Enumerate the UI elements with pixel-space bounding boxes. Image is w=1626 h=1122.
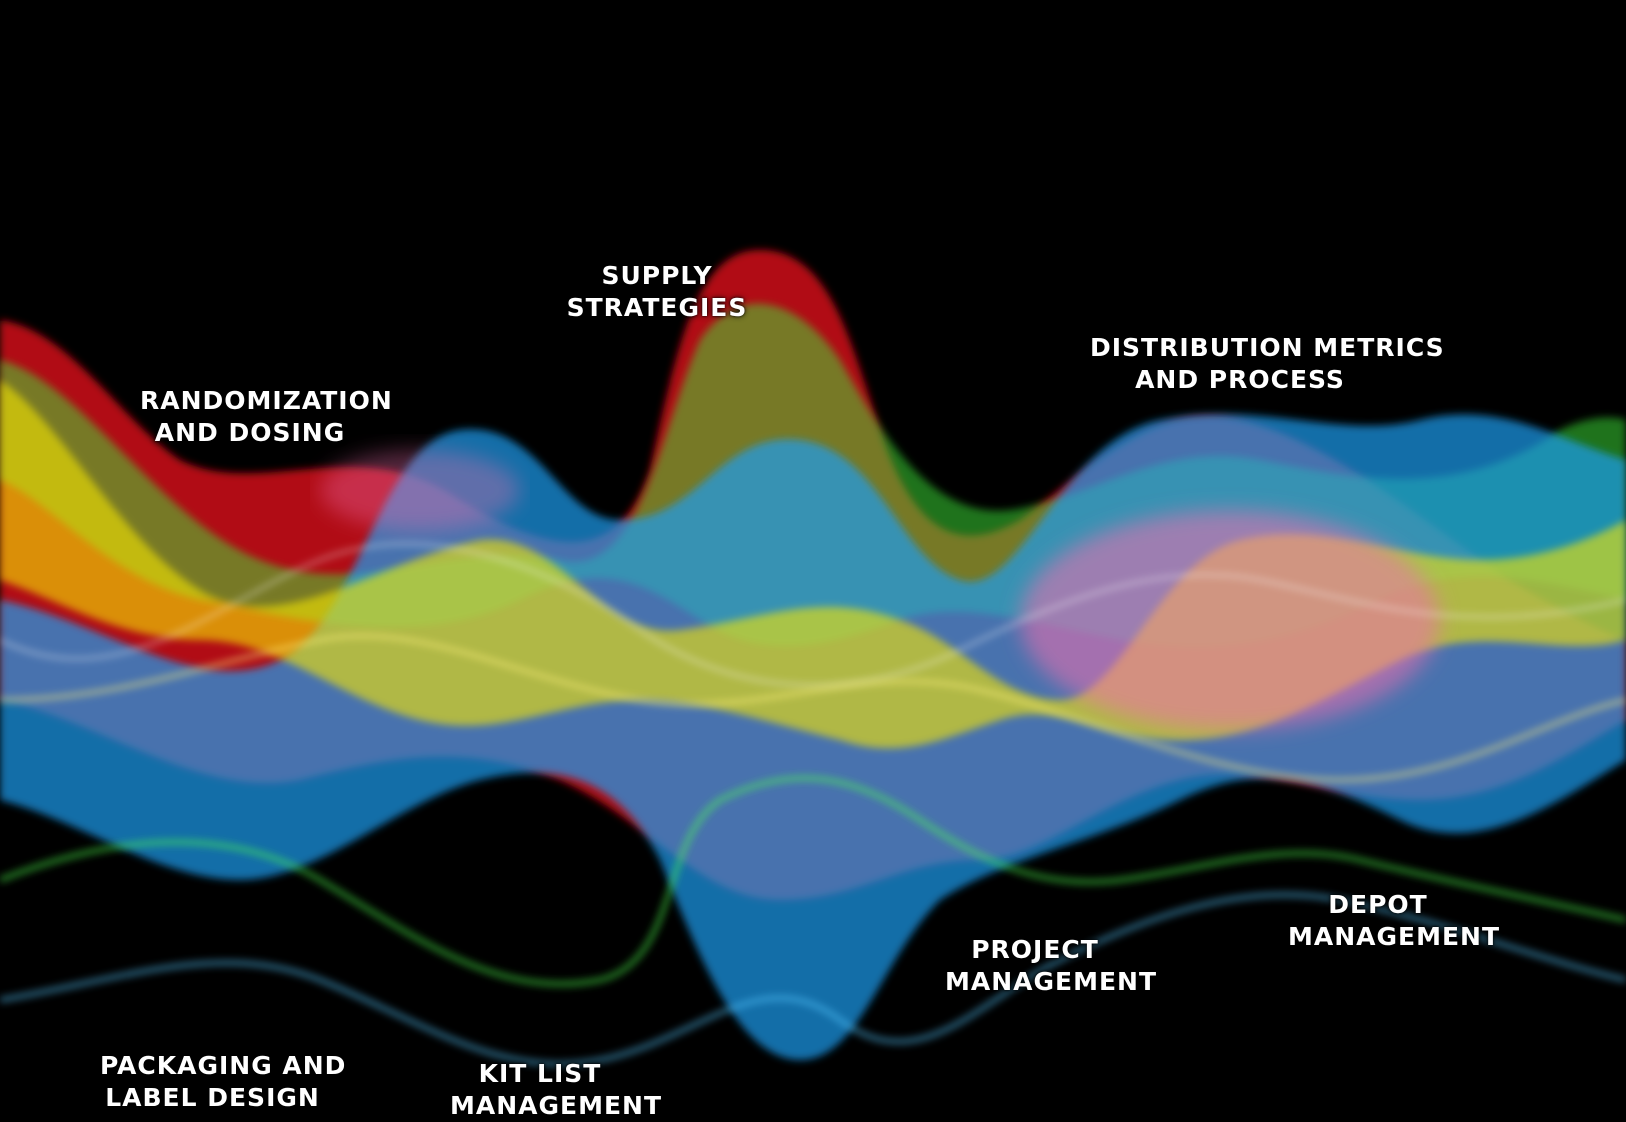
depot-management-line-1: DEPOT (1328, 890, 1428, 919)
depot-management-line-2: MANAGEMENT (1288, 922, 1501, 951)
depot-management-label: DEPOT MANAGEMENT (1288, 889, 1501, 953)
project-management-line-1: PROJECT (971, 935, 1099, 964)
packaging-label-design-line-1: PACKAGING AND (100, 1051, 347, 1080)
distribution-metrics-line-2: AND PROCESS (1135, 365, 1345, 394)
packaging-label-design-label: PACKAGING AND LABEL DESIGN (100, 1050, 347, 1114)
kit-list-management-label: KIT LIST MANAGEMENT (450, 1058, 663, 1122)
yellow-strand (0, 634, 1626, 783)
supply-strategies-line-1: SUPPLY (601, 261, 713, 290)
kit-list-management-line-1: KIT LIST (478, 1059, 602, 1088)
randomization-dosing-line-1: RANDOMIZATION (140, 386, 393, 415)
distribution-metrics-label: DISTRIBUTION METRICS AND PROCESS (1090, 332, 1445, 396)
green-strand (0, 775, 1626, 987)
supply-strategies-line-2: STRATEGIES (566, 293, 748, 322)
supply-strategies-label: SUPPLY STRATEGIES (562, 260, 752, 324)
white-strand (0, 542, 1626, 687)
randomization-dosing-label: RANDOMIZATION AND DOSING (140, 385, 393, 449)
randomization-dosing-line-2: AND DOSING (154, 418, 346, 447)
packaging-label-design-line-2: LABEL DESIGN (105, 1083, 320, 1112)
pink-glow (1020, 510, 1440, 730)
distribution-metrics-line-1: DISTRIBUTION METRICS (1090, 333, 1445, 362)
project-management-line-2: MANAGEMENT (945, 967, 1158, 996)
project-management-label: PROJECT MANAGEMENT (945, 934, 1158, 998)
blue-strand (0, 892, 1626, 1067)
pink-glow-left (320, 450, 520, 530)
kit-list-management-line-2: MANAGEMENT (450, 1091, 663, 1120)
